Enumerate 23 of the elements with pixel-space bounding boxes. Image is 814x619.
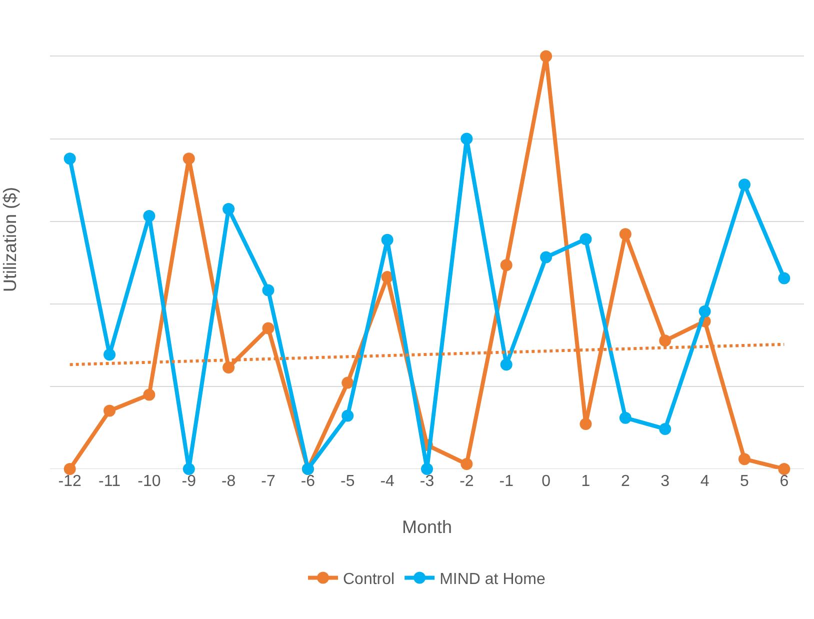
- x-tick-label: -5: [340, 473, 355, 490]
- x-axis-title: Month: [402, 517, 452, 537]
- x-tick-label: 5: [740, 473, 750, 490]
- x-tick-label: -2: [460, 473, 474, 490]
- x-tick-label: -10: [138, 473, 161, 490]
- x-tick-label: 4: [700, 473, 710, 490]
- y-axis-title: Utilization ($): [0, 186, 20, 292]
- x-tick-label: 3: [660, 473, 670, 490]
- legend-label: MIND at Home: [440, 570, 546, 588]
- x-tick-label: -6: [300, 473, 316, 490]
- x-tick-label: -8: [221, 473, 236, 490]
- legend-label: Control: [343, 570, 395, 588]
- x-tick-label: -1: [499, 473, 514, 490]
- x-tick-label: 0: [542, 473, 551, 490]
- x-tick-label: -9: [182, 473, 196, 490]
- x-tick-label: -7: [261, 473, 276, 490]
- x-tick-label: -4: [380, 473, 395, 490]
- x-tick-label: -3: [420, 473, 434, 490]
- x-tick-label: 1: [581, 473, 590, 490]
- x-tick-label: -11: [98, 473, 121, 490]
- x-tick-label: 6: [780, 473, 789, 490]
- x-tick-label: 2: [620, 473, 630, 490]
- x-tick-label: -12: [58, 473, 82, 490]
